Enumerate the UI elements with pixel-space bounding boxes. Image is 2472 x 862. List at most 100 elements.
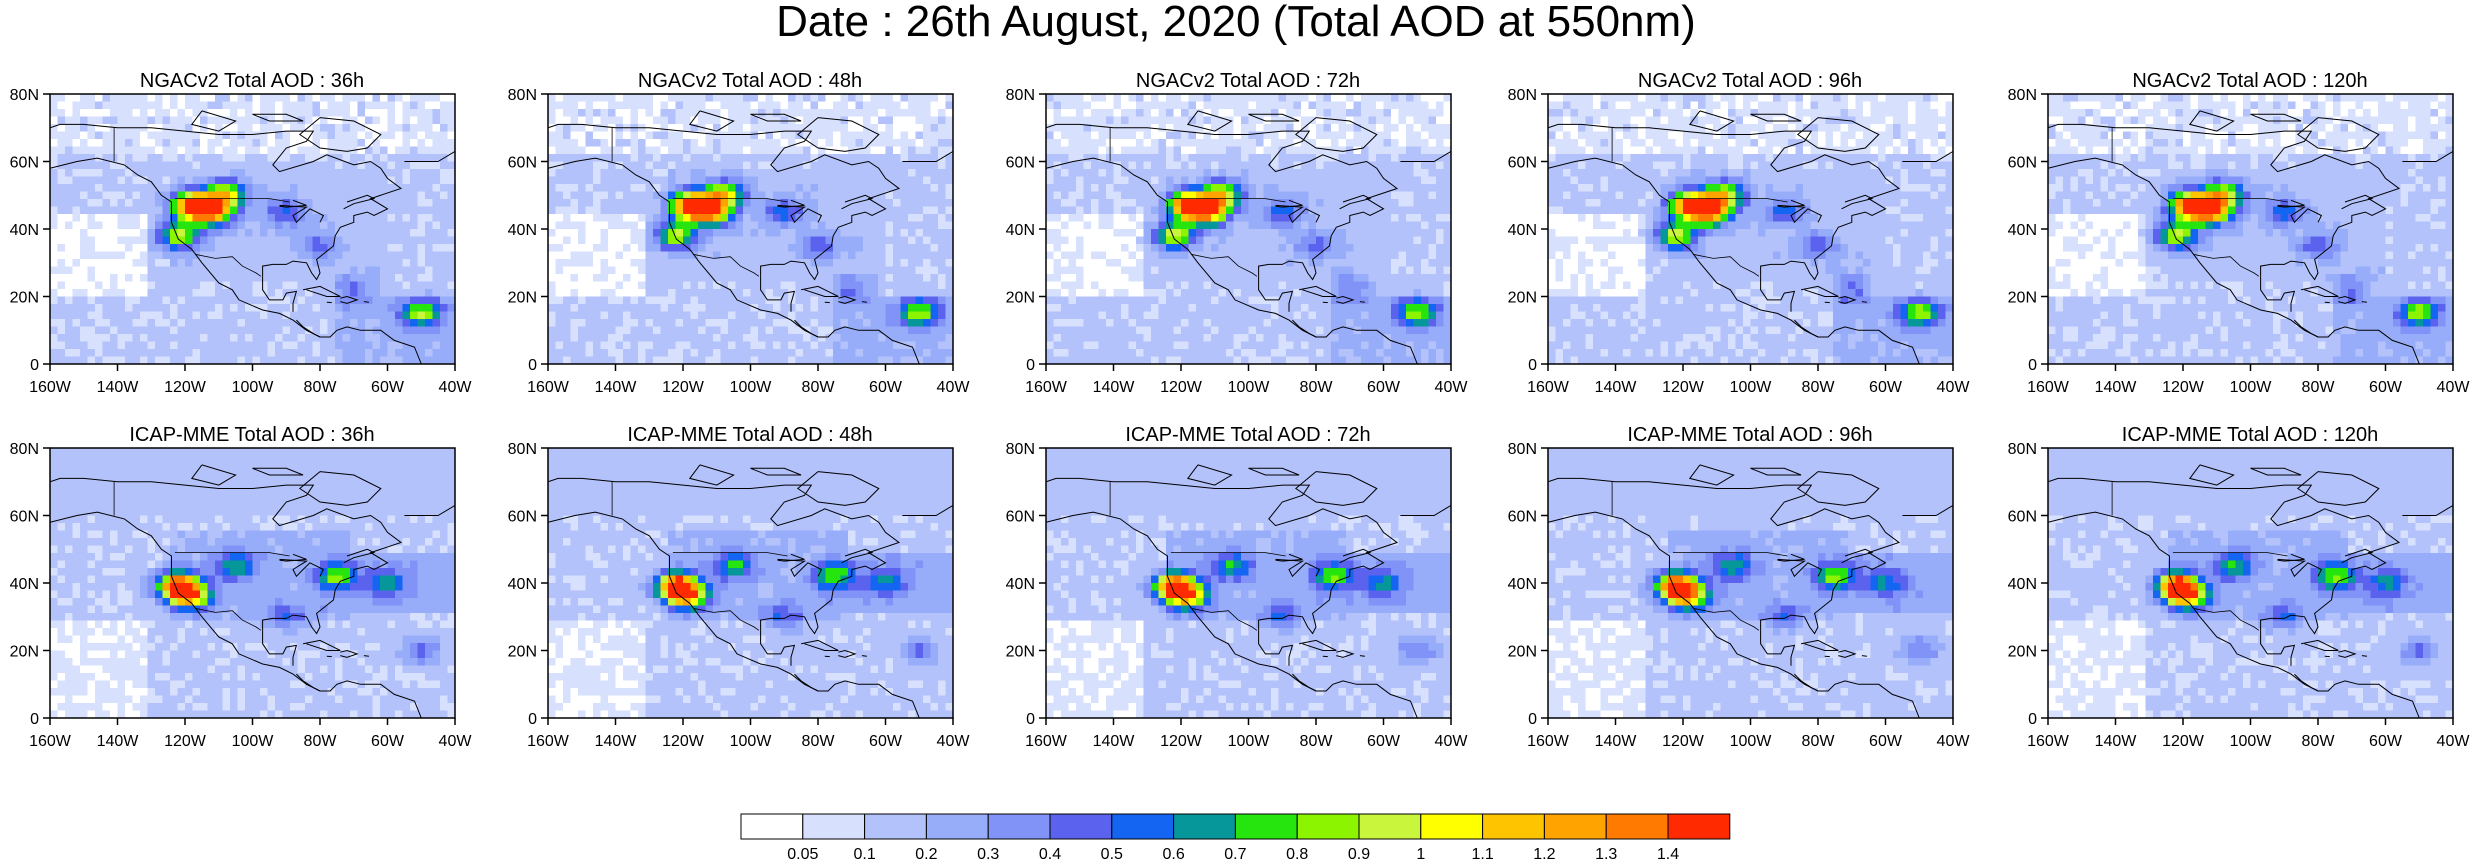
aod-cell (675, 109, 684, 117)
aod-cell (1211, 169, 1219, 177)
aod-cell (425, 251, 433, 260)
aod-cell (878, 356, 886, 364)
aod-cell (215, 154, 223, 162)
aod-cell (818, 176, 826, 185)
aod-cell (593, 296, 601, 305)
aod-cell (578, 199, 586, 207)
aod-cell (885, 311, 894, 320)
aod-cell (713, 139, 721, 147)
aod-cell (593, 334, 601, 342)
aod-cell (780, 101, 789, 110)
aod-cell (660, 101, 669, 110)
aod-cell (600, 131, 609, 140)
aod-cell (50, 319, 58, 327)
aod-cell (1443, 206, 1451, 215)
aod-cell (1233, 169, 1242, 177)
aod-cell (1316, 124, 1324, 132)
aod-cell (320, 244, 328, 252)
coastline (838, 295, 857, 304)
aod-cell (930, 251, 939, 260)
aod-cell (690, 109, 699, 117)
aod-cell (185, 341, 193, 350)
aod-cell (765, 281, 774, 290)
aod-cell (735, 319, 744, 327)
aod-cell (825, 154, 834, 162)
aod-cell (780, 326, 789, 335)
aod-cell (638, 296, 646, 305)
aod-cell (50, 356, 58, 364)
aod-cell (638, 146, 646, 155)
aod-cell (425, 334, 433, 342)
aod-cell (402, 341, 411, 350)
aod-cell (350, 109, 358, 117)
aod-cell (1166, 206, 1174, 215)
aod-cell (170, 236, 178, 245)
aod-cell (728, 124, 736, 132)
aod-cell (1166, 169, 1174, 177)
aod-cell (938, 101, 946, 110)
aod-cell (327, 131, 336, 140)
aod-cell (1286, 184, 1294, 192)
aod-cell (713, 296, 721, 305)
aod-cell (698, 251, 706, 260)
aod-cell (600, 334, 609, 342)
aod-cell (780, 349, 789, 357)
aod-cell (600, 341, 609, 350)
aod-cell (720, 146, 729, 155)
aod-cell (282, 266, 291, 275)
aod-cell (1113, 191, 1122, 200)
aod-cell (282, 139, 291, 147)
aod-cell (713, 244, 721, 252)
aod-cell (675, 251, 684, 260)
aod-cell (870, 206, 879, 215)
aod-cell (1151, 229, 1159, 237)
aod-cell (365, 206, 373, 215)
aod-cell (675, 101, 684, 110)
aod-cell (1181, 94, 1189, 102)
aod-cell (930, 296, 939, 305)
aod-cell (630, 199, 639, 207)
aod-cell (555, 259, 564, 267)
aod-cell (297, 334, 306, 342)
aod-cell (192, 334, 201, 342)
aod-cell (215, 116, 223, 125)
aod-cell (312, 131, 321, 140)
aod-cell (810, 334, 819, 342)
aod-cell (608, 326, 616, 335)
aod-cell (65, 356, 73, 364)
aod-cell (623, 334, 631, 342)
aod-cell (1278, 206, 1287, 215)
aod-cell (102, 244, 111, 252)
aod-cell (810, 154, 819, 162)
aod-cell (758, 154, 766, 162)
aod-cell (65, 236, 73, 245)
aod-cell (1068, 146, 1077, 155)
aod-cell (893, 356, 901, 364)
aod-cell (260, 251, 268, 260)
aod-cell (297, 169, 306, 177)
aod-cell (245, 229, 253, 237)
aod-cell (342, 349, 351, 357)
aod-cell (563, 356, 571, 364)
aod-cell (570, 161, 579, 170)
aod-cell (1166, 191, 1174, 200)
aod-cell (758, 274, 766, 282)
aod-cell (87, 281, 96, 290)
aod-cell (1361, 101, 1369, 110)
aod-cell (1241, 101, 1249, 110)
aod-cell (357, 124, 366, 132)
aod-cell (1263, 169, 1272, 177)
aod-cell (833, 266, 841, 275)
aod-cell (432, 356, 441, 364)
aod-cell (570, 199, 579, 207)
aod-cell (803, 274, 811, 282)
aod-cell (743, 184, 751, 192)
aod-cell (335, 191, 343, 200)
aod-cell (440, 116, 448, 125)
aod-cell (1143, 154, 1152, 162)
aod-cell (878, 214, 886, 222)
aod-cell (267, 139, 276, 147)
aod-cell (585, 161, 594, 170)
aod-cell (548, 146, 556, 155)
aod-cell (80, 281, 88, 290)
